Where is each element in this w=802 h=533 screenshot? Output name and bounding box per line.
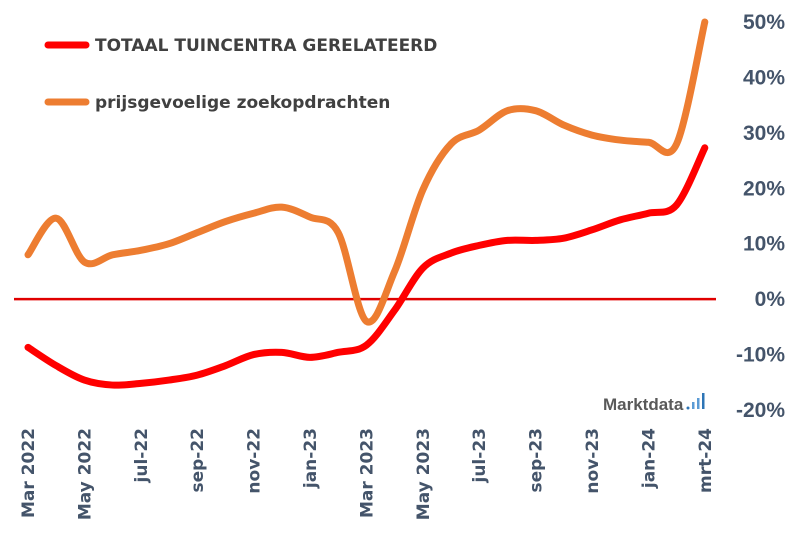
series-line-1: [24, 18, 709, 326]
x-tick-label: sep-22: [188, 428, 208, 493]
series-line-0: [24, 144, 709, 389]
svg-text:Marktdata: Marktdata: [603, 395, 684, 414]
x-tick-label: jul-22: [132, 428, 152, 483]
y-tick-label: -20%: [736, 399, 785, 422]
y-tick-label: 40%: [743, 66, 785, 89]
x-tick-label: jan-23: [301, 428, 321, 489]
x-tick-label: nov-22: [245, 428, 265, 494]
legend: TOTAAL TUINCENTRA GERELATEERD prijsgevoe…: [44, 36, 437, 113]
x-tick-label: May 2023: [414, 428, 434, 520]
x-tick-label: Mar 2023: [357, 428, 377, 518]
legend-label-price: prijsgevoelige zoekopdrachten: [95, 93, 390, 113]
y-tick-label: 30%: [743, 122, 785, 145]
y-tick-label: 20%: [743, 177, 785, 200]
x-tick-label: May 2022: [75, 428, 95, 520]
x-tick-label: Mar 2022: [19, 428, 39, 518]
x-tick-label: mrt-24: [696, 428, 716, 493]
x-tick-label: jan-24: [639, 428, 659, 489]
y-tick-label: 10%: [743, 233, 785, 256]
y-tick-label: 0%: [755, 288, 786, 311]
legend-label-total: TOTAAL TUINCENTRA GERELATEERD: [95, 36, 437, 56]
x-tick-label: jul-23: [470, 428, 490, 483]
x-tick-label: sep-23: [527, 428, 547, 493]
y-tick-label: 50%: [743, 11, 785, 34]
x-tick-label: nov-23: [583, 428, 603, 494]
y-tick-label: -10%: [736, 344, 785, 367]
marktdata-logo: Marktdata: [603, 393, 705, 414]
